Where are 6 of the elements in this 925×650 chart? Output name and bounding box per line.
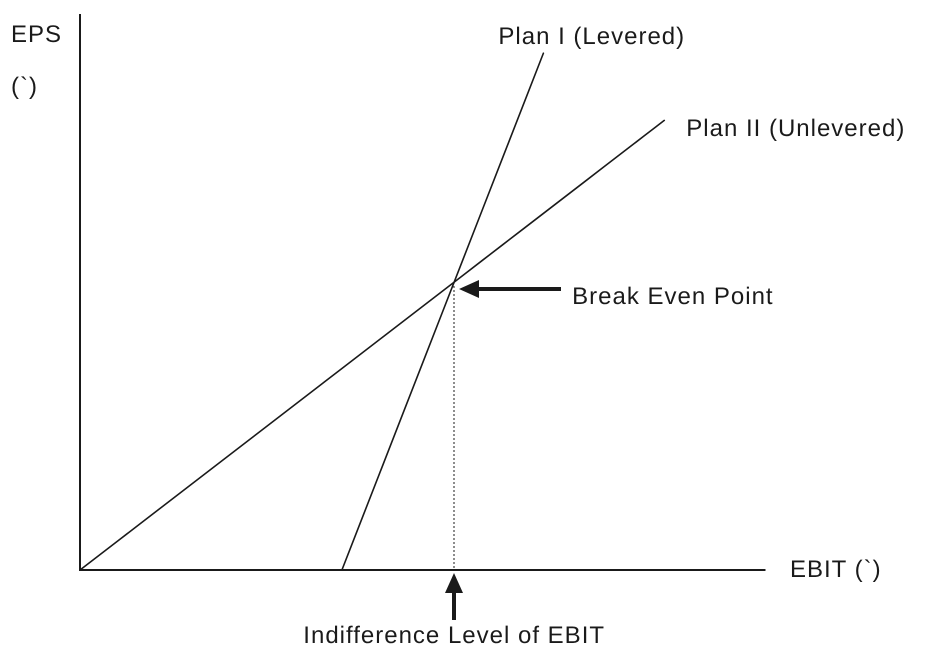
y-axis-title: EPS (`)	[11, 20, 64, 102]
annotation: Break Even Point	[572, 283, 774, 312]
series-label: Plan I (Levered)	[498, 23, 686, 52]
x-axis-title: EBIT (`)	[790, 556, 882, 584]
series-label: Plan II (Unlevered)	[686, 115, 906, 144]
text: Indifference Level of EBIT	[303, 622, 606, 649]
